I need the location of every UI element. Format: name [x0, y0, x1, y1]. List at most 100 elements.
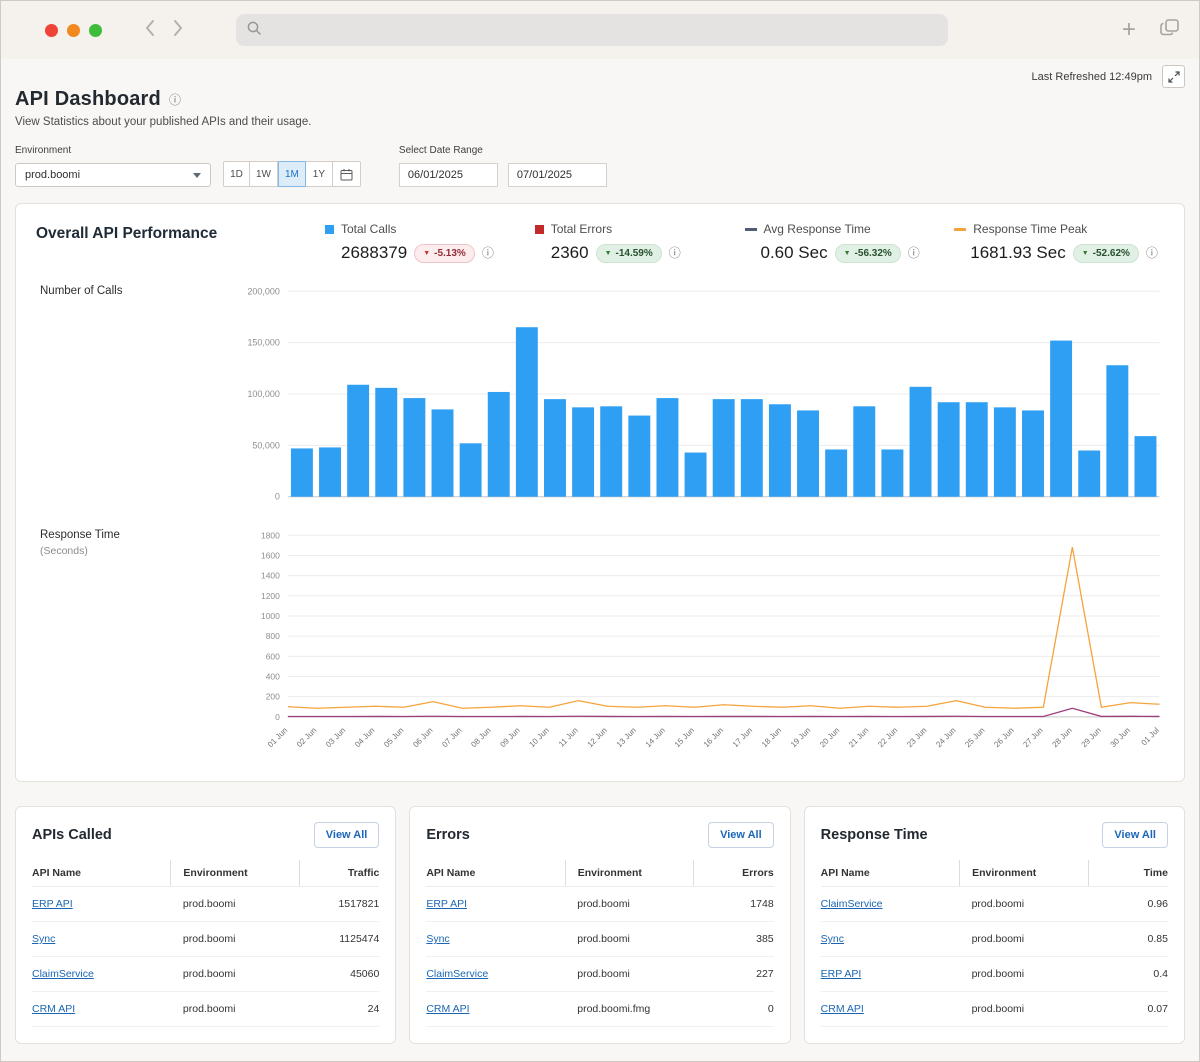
- svg-text:19 Jun: 19 Jun: [789, 726, 812, 749]
- svg-text:1600: 1600: [262, 550, 281, 560]
- svg-text:1000: 1000: [262, 611, 281, 621]
- avg-response-time-legend-marker: [745, 228, 757, 231]
- environment-cell: prod.boomi: [960, 922, 1089, 957]
- api-link-erp-api[interactable]: ERP API: [32, 898, 73, 910]
- value-cell: 1125474: [299, 922, 379, 957]
- response-time-view-all-button[interactable]: View All: [1102, 822, 1168, 848]
- api-link-claimservice[interactable]: ClaimService: [426, 968, 488, 980]
- last-refreshed-text: Last Refreshed 12:49pm: [1032, 71, 1152, 83]
- response-axis-sublabel: (Seconds): [40, 545, 230, 557]
- metrics-row: Total Calls2688379▼-5.13%ⓘTotal Errors23…: [273, 222, 1164, 263]
- svg-text:800: 800: [266, 631, 280, 641]
- metric-value: 2688379: [341, 243, 407, 263]
- info-icon[interactable]: ⓘ: [169, 94, 181, 106]
- table-row: ERP APIprod.boomi1748: [426, 887, 773, 922]
- environment-cell: prod.boomi: [960, 887, 1089, 922]
- calendar-button[interactable]: [333, 161, 361, 187]
- api-link-erp-api[interactable]: ERP API: [821, 968, 862, 980]
- svg-text:17 Jun: 17 Jun: [731, 726, 754, 749]
- browser-tab-controls: +: [1122, 18, 1179, 42]
- api-link-erp-api[interactable]: ERP API: [426, 898, 467, 910]
- back-button[interactable]: [144, 19, 155, 42]
- svg-text:600: 600: [266, 651, 280, 661]
- value-cell: 1748: [694, 887, 774, 922]
- errors-view-all-button[interactable]: View All: [708, 822, 774, 848]
- api-link-crm-api[interactable]: CRM API: [821, 1003, 864, 1015]
- table-row: ClaimServiceprod.boomi227: [426, 957, 773, 992]
- info-icon[interactable]: ⓘ: [482, 247, 494, 259]
- date-to-input[interactable]: [508, 163, 607, 187]
- api-link-claimservice[interactable]: ClaimService: [821, 898, 883, 910]
- api-name-cell: CRM API: [426, 992, 565, 1027]
- environment-cell: prod.boomi.fmg: [565, 992, 694, 1027]
- metric-avg-response-time: Avg Response Time0.60 Sec▼-56.32%ⓘ: [745, 222, 955, 263]
- api-link-sync[interactable]: Sync: [32, 933, 55, 945]
- metric-value: 2360: [551, 243, 589, 263]
- table-row: CRM API prod.boomi.fmg0: [426, 992, 773, 1027]
- delta-badge: ▼-5.13%: [414, 244, 475, 263]
- fullscreen-expand-button[interactable]: [1162, 65, 1185, 88]
- info-icon[interactable]: ⓘ: [669, 247, 681, 259]
- browser-window: + Last Refreshed 12:49pm API Dashboard ⓘ…: [0, 0, 1200, 1062]
- table-row: Syncprod.boomi0.85: [821, 922, 1168, 957]
- table-row: ClaimServiceprod.boomi45060: [32, 957, 379, 992]
- svg-text:13 Jun: 13 Jun: [615, 726, 638, 749]
- column-header-traffic: Traffic: [299, 860, 379, 887]
- address-search-bar[interactable]: [236, 14, 948, 46]
- api-link-sync[interactable]: Sync: [821, 933, 844, 945]
- chevron-down-icon: [193, 173, 201, 178]
- environment-cell: prod.boomi: [171, 992, 300, 1027]
- svg-text:200: 200: [266, 692, 280, 702]
- table-row: Syncprod.boomi385: [426, 922, 773, 957]
- delta-badge: ▼-52.62%: [1073, 244, 1139, 263]
- range-button-1w[interactable]: 1W: [250, 161, 278, 187]
- svg-text:1200: 1200: [262, 591, 281, 601]
- errors-title: Errors: [426, 827, 470, 843]
- forward-button[interactable]: [173, 19, 184, 42]
- window-close-button[interactable]: [45, 24, 58, 37]
- apis-called-view-all-button[interactable]: View All: [314, 822, 380, 848]
- metric-label: Total Calls: [341, 222, 396, 236]
- apis-called-title: APIs Called: [32, 827, 112, 843]
- svg-text:100,000: 100,000: [248, 389, 280, 399]
- response-time-panel: Response Time View All API NameEnvironme…: [804, 806, 1185, 1044]
- api-link-crm-api[interactable]: CRM API: [426, 1003, 469, 1015]
- total-calls-legend-marker: [325, 225, 334, 234]
- api-name-cell: CRM API: [821, 992, 960, 1027]
- column-header-api-name: API Name: [821, 860, 960, 887]
- range-button-1m[interactable]: 1M: [278, 161, 306, 187]
- range-button-1y[interactable]: 1Y: [306, 161, 333, 187]
- svg-text:11 Jun: 11 Jun: [557, 726, 580, 749]
- info-icon[interactable]: ⓘ: [1146, 247, 1158, 259]
- window-zoom-button[interactable]: [89, 24, 102, 37]
- svg-text:12 Jun: 12 Jun: [586, 726, 609, 749]
- environment-cell: prod.boomi: [565, 957, 694, 992]
- info-icon[interactable]: ⓘ: [908, 247, 920, 259]
- column-header-environment: Environment: [565, 860, 694, 887]
- date-from-input[interactable]: [399, 163, 498, 187]
- window-minimize-button[interactable]: [67, 24, 80, 37]
- svg-text:03 Jun: 03 Jun: [325, 726, 348, 749]
- trend-down-icon: ▼: [605, 250, 612, 257]
- svg-text:24 Jun: 24 Jun: [935, 726, 958, 749]
- value-cell: 0: [694, 992, 774, 1027]
- environment-cell: prod.boomi: [171, 922, 300, 957]
- value-cell: 24: [299, 992, 379, 1027]
- column-header-api-name: API Name: [426, 860, 565, 887]
- svg-text:09 Jun: 09 Jun: [499, 726, 522, 749]
- environment-select[interactable]: prod.boomi: [15, 163, 211, 187]
- svg-text:16 Jun: 16 Jun: [702, 726, 725, 749]
- api-link-crm-api[interactable]: CRM API: [32, 1003, 75, 1015]
- api-link-sync[interactable]: Sync: [426, 933, 449, 945]
- range-button-1d[interactable]: 1D: [223, 161, 250, 187]
- date-range-button-group: 1D1W1M1Y: [223, 161, 361, 187]
- api-link-claimservice[interactable]: ClaimService: [32, 968, 94, 980]
- calls-axis-label: Number of Calls: [40, 285, 230, 297]
- metric-label: Avg Response Time: [764, 222, 871, 236]
- tab-overview-button[interactable]: [1160, 19, 1179, 41]
- metric-value: 1681.93 Sec: [970, 243, 1065, 263]
- new-tab-button[interactable]: +: [1122, 18, 1136, 42]
- api-name-cell: CRM API: [32, 992, 171, 1027]
- svg-text:29 Jun: 29 Jun: [1080, 726, 1103, 749]
- svg-text:25 Jun: 25 Jun: [964, 726, 987, 749]
